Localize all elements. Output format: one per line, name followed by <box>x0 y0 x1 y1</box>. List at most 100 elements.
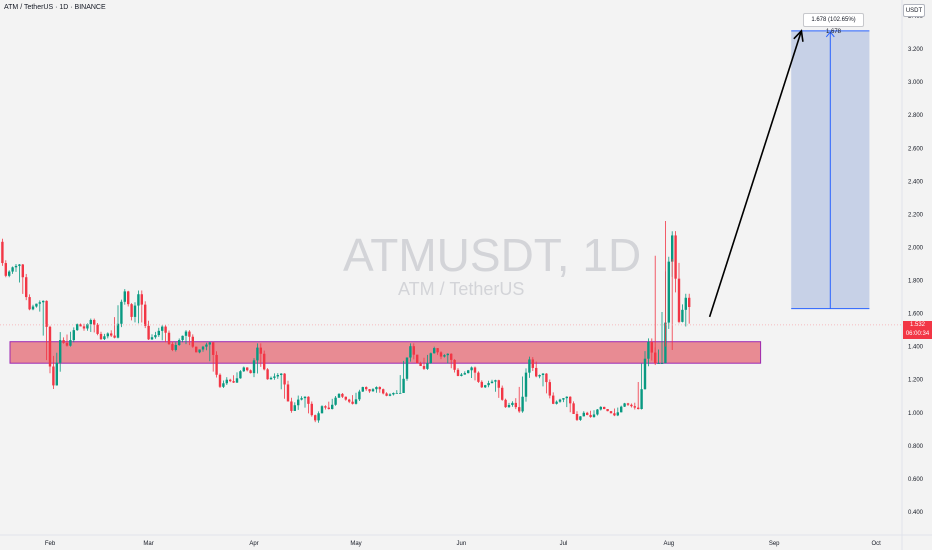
candle-body <box>674 235 677 279</box>
candle-body <box>450 353 453 360</box>
measure-label[interactable]: 1.678 (102.65%) 1,678 <box>803 13 864 35</box>
candle-body <box>195 346 198 353</box>
candle-body <box>157 330 160 336</box>
candle-body <box>242 367 245 372</box>
support-zone[interactable] <box>9 341 762 364</box>
candle-body <box>263 353 266 370</box>
x-tick-label: Sep <box>769 541 780 547</box>
candle-body <box>429 353 432 364</box>
last-price-value: 1.532 <box>909 322 925 328</box>
candle-body <box>514 402 517 408</box>
x-tick-label: Aug <box>663 541 674 547</box>
x-tick-label: May <box>350 541 361 547</box>
candle-body <box>365 387 368 390</box>
y-tick-label: 2.000 <box>908 245 924 251</box>
candle-body <box>616 412 619 416</box>
measure-arrowhead-icon <box>825 31 835 38</box>
candle-body <box>433 348 436 354</box>
candle-body <box>140 294 143 305</box>
candle-body <box>144 304 147 326</box>
candle-body <box>654 352 657 364</box>
candle-body <box>606 409 609 412</box>
candle-body <box>147 325 150 340</box>
price-axis-unit-button[interactable]: USDT <box>903 4 925 17</box>
watermark-symbol: ATMUSDT, 1D <box>343 229 642 281</box>
candle-body <box>382 389 385 394</box>
candle-body <box>280 373 283 376</box>
candle-body <box>582 412 585 417</box>
candle-body <box>198 349 201 353</box>
candle-body <box>596 409 599 415</box>
candle-body <box>300 398 303 400</box>
candle-body <box>256 347 259 361</box>
candle-body <box>320 406 324 414</box>
candle-body <box>640 389 643 410</box>
y-tick-label: 1.600 <box>908 312 924 318</box>
candle-body <box>477 372 480 382</box>
candle-body <box>290 401 293 411</box>
candle-body <box>371 389 375 392</box>
candle-body <box>48 326 52 367</box>
candle-body <box>86 324 89 329</box>
candle-body <box>103 336 106 340</box>
candle-body <box>93 319 96 325</box>
candle-body <box>416 354 419 364</box>
candle-body <box>8 271 11 276</box>
candle-body <box>307 396 310 404</box>
y-tick-label: 0.800 <box>908 444 924 450</box>
candle-body <box>208 342 211 345</box>
candle-body <box>252 360 256 374</box>
candle-body <box>562 398 565 400</box>
candle-body <box>586 412 589 415</box>
candle-body <box>592 414 596 418</box>
candle-body <box>688 297 691 307</box>
candle-body <box>388 394 392 396</box>
candle-body <box>89 319 92 325</box>
drawings-layer <box>0 29 902 326</box>
candle-body <box>116 323 120 338</box>
candle-body <box>150 337 154 340</box>
x-tick-label: Apr <box>249 541 258 547</box>
candle-body <box>643 358 647 390</box>
candle-body <box>303 396 307 399</box>
candle-body <box>201 346 205 350</box>
y-tick-label: 3.200 <box>908 47 924 53</box>
y-tick-label: 1.200 <box>908 378 924 384</box>
y-tick-label: 1.000 <box>908 411 924 417</box>
candle-body <box>1 241 4 264</box>
candle-body <box>375 387 378 390</box>
candle-body <box>630 404 633 407</box>
candle-body <box>229 379 232 382</box>
candle-body <box>399 392 402 394</box>
candle-body <box>164 326 167 333</box>
candle-body <box>558 399 562 402</box>
candle-body <box>266 369 269 380</box>
candle-body <box>137 294 140 306</box>
candle-body <box>154 335 157 338</box>
candle-body <box>42 300 45 303</box>
candle-body <box>555 401 558 404</box>
candle-body <box>249 370 252 374</box>
candle-body <box>545 373 548 383</box>
candle-body <box>501 387 504 400</box>
candle-body <box>218 374 222 387</box>
y-tick-label: 2.400 <box>908 179 924 185</box>
y-tick-label: 1.800 <box>908 279 924 285</box>
candle-body <box>167 332 171 345</box>
candle-body <box>212 342 215 355</box>
candle-body <box>535 367 538 377</box>
candle-body <box>507 405 511 408</box>
candle-body <box>633 406 636 408</box>
y-tick-label: 2.600 <box>908 146 924 152</box>
candle-body <box>528 359 531 373</box>
candle-body <box>65 342 69 346</box>
candle-body <box>235 378 239 383</box>
candle-body <box>443 355 446 357</box>
candle-body <box>368 389 371 392</box>
y-tick-label: 1.400 <box>908 345 924 351</box>
candle-body <box>402 378 405 393</box>
projection-arrow[interactable] <box>708 30 803 318</box>
candle-body <box>412 346 415 355</box>
